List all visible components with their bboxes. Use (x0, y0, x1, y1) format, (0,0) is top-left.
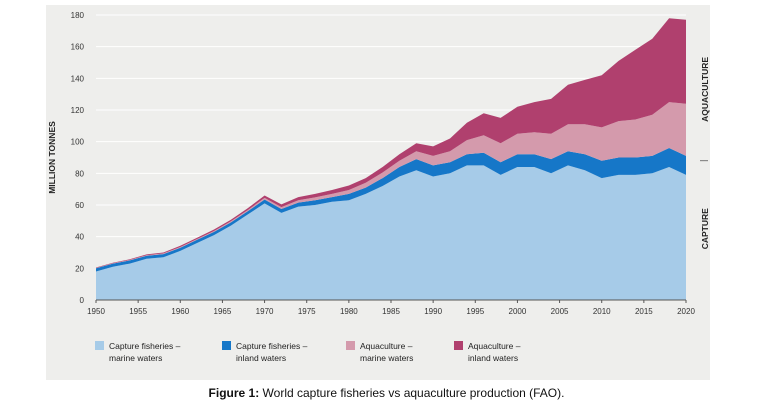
x-tick-label-1975: 1975 (298, 307, 316, 316)
legend-item-3: Aquaculture – marine waters (346, 341, 413, 363)
y-tick-label-40: 40 (75, 233, 84, 242)
area-series-2 (96, 148, 686, 272)
stacked-area-chart: 1950 1955 1960 1965 1970 1975 1980 1985 1990 1995… (47, 11, 710, 363)
legend-item-2: Capture fisheries – inland waters (222, 341, 308, 363)
legend-swatch-3 (346, 341, 355, 350)
legend-swatch-2 (222, 341, 231, 350)
x-tick-label-2010: 2010 (593, 307, 611, 316)
y-tick-label-100: 100 (71, 138, 85, 147)
side-label-aquaculture: AQUACULTURE (700, 57, 710, 122)
legend-label-1-line1: Capture fisheries – (109, 341, 181, 351)
legend-label-4-line2: inland waters (468, 353, 518, 363)
y-axis-title: MILLION TONNES (47, 121, 57, 194)
legend-item-1: Capture fisheries – marine waters (95, 341, 181, 363)
legend-label-2-line1: Capture fisheries – (236, 341, 308, 351)
y-tick-label-0: 0 (80, 296, 85, 305)
x-tick-label-1980: 1980 (340, 307, 358, 316)
x-tick-label-2020: 2020 (677, 307, 695, 316)
figure-caption: Figure 1: World capture fisheries vs aqu… (0, 386, 773, 400)
x-tick-label-2000: 2000 (509, 307, 527, 316)
legend-label-3-line2: marine waters (360, 353, 413, 363)
side-labels: AQUACULTURE CAPTURE (700, 57, 710, 249)
y-tick-label-60: 60 (75, 201, 84, 210)
chart-panel: 1950 1955 1960 1965 1970 1975 1980 1985 1990 1995… (46, 5, 710, 380)
x-tick-label-1950: 1950 (87, 307, 105, 316)
x-tick-label-1990: 1990 (424, 307, 442, 316)
area-series (96, 18, 686, 300)
x-tick-label-1965: 1965 (214, 307, 232, 316)
x-tick-label-1985: 1985 (382, 307, 400, 316)
area-series-3 (96, 102, 686, 269)
x-tick-label-1955: 1955 (129, 307, 147, 316)
x-tick-label-1995: 1995 (466, 307, 484, 316)
x-tick-label-1970: 1970 (256, 307, 274, 316)
x-tick-label-2005: 2005 (551, 307, 569, 316)
caption-prefix: Figure 1: (208, 386, 260, 400)
y-tick-label-160: 160 (71, 43, 85, 52)
legend: Capture fisheries –marine watersCapture … (95, 341, 521, 363)
y-tick-label-80: 80 (75, 169, 84, 178)
axes: 1950 1955 1960 1965 1970 1975 1980 1985 1990 1995… (71, 11, 696, 316)
legend-swatch-1 (95, 341, 104, 350)
legend-swatch-4 (454, 341, 463, 350)
x-tick-label-2015: 2015 (635, 307, 653, 316)
legend-label-2-line2: inland waters (236, 353, 286, 363)
y-tick-label-140: 140 (71, 74, 85, 83)
y-tick-label-20: 20 (75, 264, 84, 273)
legend-item-4: Aquaculture – inland waters (454, 341, 521, 363)
y-tick-label-120: 120 (71, 106, 85, 115)
side-label-capture: CAPTURE (700, 208, 710, 249)
legend-label-4-line1: Aquaculture – (468, 341, 521, 351)
legend-label-3-line1: Aquaculture – (360, 341, 413, 351)
legend-label-1-line2: marine waters (109, 353, 162, 363)
caption-text: World capture fisheries vs aquaculture p… (259, 386, 565, 400)
x-tick-label-1960: 1960 (171, 307, 189, 316)
area-series-1 (96, 165, 686, 300)
y-tick-label-180: 180 (71, 11, 85, 20)
